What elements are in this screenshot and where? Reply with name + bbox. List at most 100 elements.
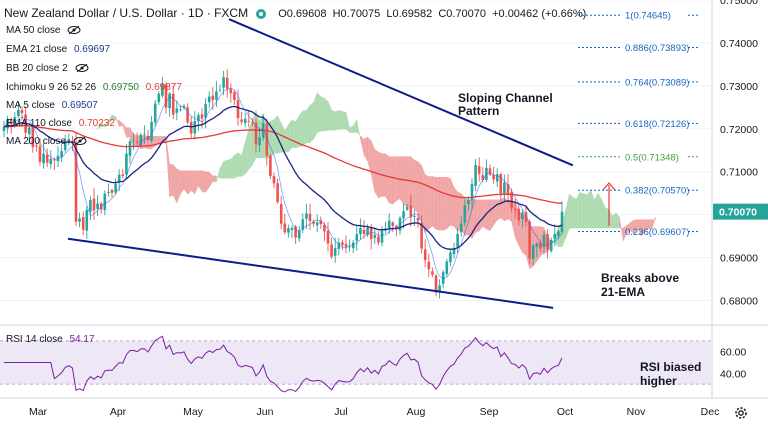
candle-body [78, 218, 81, 222]
candle-body [204, 103, 207, 118]
indicator-ema110[interactable]: EMA 110 close 0.70232 [6, 118, 115, 129]
candle-body [326, 230, 330, 244]
ohlc-low: L0.69582 [386, 8, 433, 20]
indicator-label: EMA 21 close [6, 44, 68, 55]
candle-body [391, 222, 395, 226]
candle-body [265, 123, 269, 156]
hidden-eye-icon[interactable] [67, 25, 81, 35]
indicator-ichimoku[interactable]: Ichimoku 9 26 52 26 0.69750 0.69877 [6, 82, 182, 93]
indicator-bb20[interactable]: BB 20 close 2 [6, 63, 89, 74]
cloud-segment [342, 111, 347, 130]
cloud-segment [500, 197, 505, 222]
candle-body [135, 141, 139, 143]
candle-body [290, 227, 294, 230]
candle-body [175, 108, 179, 113]
indicator-ma5[interactable]: MA 5 close 0.69507 [6, 100, 98, 111]
candle-body [211, 95, 215, 101]
candle-body [409, 205, 413, 218]
candle-body [254, 122, 258, 145]
rsi-legend[interactable]: RSI 14 close 54.17 [6, 334, 95, 345]
candle-body [319, 220, 323, 225]
ohlc-close: C0.70070 [438, 8, 487, 20]
candle-body [179, 109, 182, 111]
cloud-segment [407, 156, 411, 208]
candle-body [218, 89, 222, 91]
indicator-ema21[interactable]: EMA 21 close 0.69697 [6, 44, 110, 55]
candle-body [222, 77, 225, 88]
candle-body [107, 191, 110, 193]
cloud-segment [187, 170, 192, 195]
cloud-segment [335, 109, 339, 131]
candle-body [423, 249, 427, 261]
cloud-segment [583, 193, 588, 229]
time-axis[interactable]: Mar Apr May Jun Jul Aug Sep Oct Nov Dec [29, 406, 719, 418]
candle-body [341, 242, 344, 246]
hidden-eye-icon[interactable] [75, 63, 89, 73]
candle-body [413, 215, 416, 217]
indicator-value: 0.69507 [61, 100, 98, 111]
cloud-segment [403, 156, 408, 208]
last-price-label: 0.70070 [719, 207, 757, 219]
fib-label: 0.5(0.71348) [625, 152, 679, 163]
price-tick-label: 0.75000 [720, 0, 758, 7]
indicator-label: MA 200 close [6, 136, 67, 147]
candle-body [521, 212, 524, 219]
cloud-segment [493, 199, 498, 226]
cloud-segment [324, 97, 329, 132]
annotation-line: 21-EMA [601, 285, 646, 299]
gear-icon[interactable] [733, 405, 749, 421]
candle-body [560, 211, 564, 233]
chart-header: New Zealand Dollar / U.S. Dollar · 1D · … [4, 6, 586, 20]
candle-body [89, 200, 92, 212]
cloud-segment [205, 171, 210, 193]
candle-body [366, 227, 369, 236]
candle-body [85, 209, 89, 231]
indicator-ma200[interactable]: MA 200 close [6, 136, 87, 147]
ma5-line [3, 87, 563, 280]
cloud-segment [353, 119, 357, 133]
candle-body [308, 213, 312, 222]
cloud-segment [371, 140, 375, 193]
candle-body [488, 168, 492, 175]
candle-body [402, 211, 405, 219]
candle-body [132, 140, 135, 142]
cloud-segment [338, 109, 343, 130]
annotation-line: Breaks above [601, 271, 680, 285]
time-tick-label: Nov [627, 406, 646, 418]
candle-body [539, 242, 542, 249]
time-tick-label: Mar [29, 406, 48, 418]
price-tick-label: 0.68000 [720, 296, 758, 308]
cloud-segment [191, 170, 195, 195]
annotation-line: RSI biased [640, 360, 702, 374]
cloud-segment [450, 178, 455, 227]
cloud-segment [126, 127, 131, 138]
candle-body [114, 183, 117, 193]
candle-body [506, 184, 510, 195]
candle-body [348, 246, 351, 248]
candle-body [445, 261, 449, 274]
candle-body [531, 245, 535, 259]
cloud-segment [169, 163, 174, 197]
annotation-line: Pattern [458, 104, 500, 118]
candle-body [416, 218, 420, 221]
channel-annotation: Sloping Channel Pattern [458, 92, 553, 118]
fib-label: 1(0.74645) [625, 11, 671, 22]
symbol-title[interactable]: New Zealand Dollar / U.S. Dollar · 1D · … [4, 6, 249, 20]
candle-body [438, 285, 441, 293]
candle-body [499, 174, 503, 194]
cloud-segment [356, 119, 361, 140]
candle-body [456, 233, 459, 247]
indicator-ma50[interactable]: MA 50 close [6, 25, 81, 36]
indicator-label: Ichimoku 9 26 52 26 [6, 82, 97, 93]
price-axis[interactable]: 0.680000.690000.700000.710000.720000.730… [711, 0, 768, 398]
cloud-segment [605, 207, 609, 229]
candle-body [297, 230, 301, 239]
indicator-value: 0.69697 [73, 44, 111, 55]
hidden-eye-icon[interactable] [73, 136, 87, 146]
candle-body [153, 103, 157, 123]
cloud-segment [194, 170, 199, 194]
candle-body [355, 233, 359, 241]
candle-body [35, 145, 38, 147]
indicator-value: 0.69877 [145, 82, 182, 93]
